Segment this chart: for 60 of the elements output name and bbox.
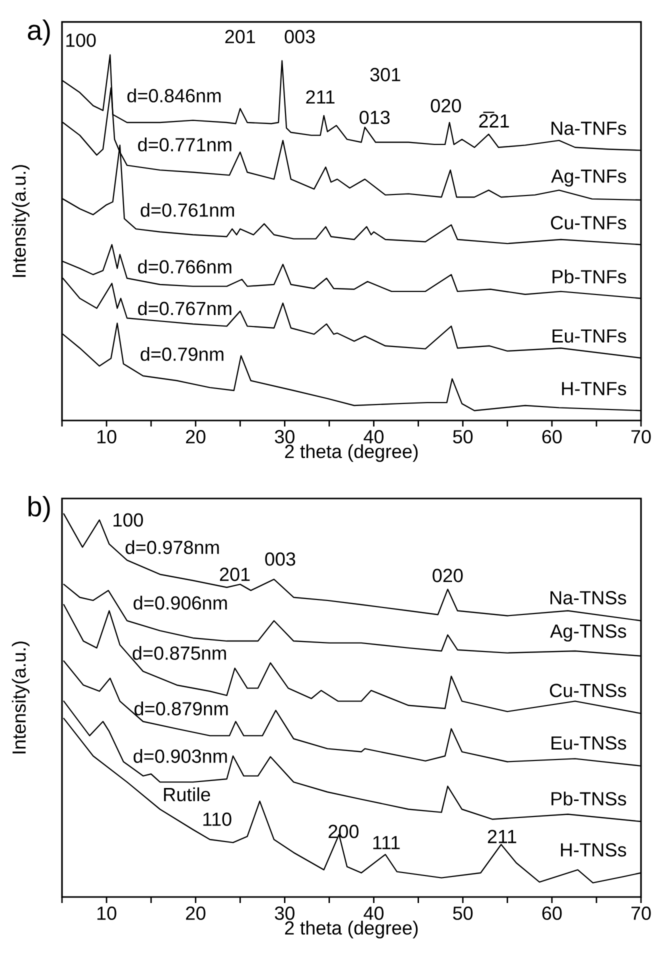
chart-title: b) (28, 496, 50, 522)
annotation: d=0.761nm (140, 202, 234, 217)
chart-title: a) (28, 20, 50, 46)
text: 100 (66, 34, 96, 47)
annotation: d=0.771nm (138, 138, 232, 152)
x-tick-label: 40 (364, 906, 384, 920)
annotation: d=0.79nm (140, 347, 224, 361)
annotation: d=0.978nm (126, 540, 219, 554)
annotation: d=0.875nm (132, 646, 226, 660)
annotation: 020 (432, 568, 463, 582)
x-tick-label: 70 (631, 430, 651, 444)
annotation: d=0.766nm (138, 260, 232, 274)
series-label: H-TNFs (562, 382, 626, 396)
x-tick-label: 30 (274, 430, 294, 444)
x-tick-label: 10 (97, 906, 116, 920)
series-label: Na-TNSs (550, 591, 626, 604)
annotation: 211 (306, 90, 334, 104)
annotation: Rutile (164, 787, 210, 802)
annotation: 003 (265, 552, 296, 566)
series-label: Pb-TNFs (552, 269, 626, 284)
x-tick-label: 70 (631, 906, 651, 920)
annotation: 110 (203, 812, 232, 826)
annotation: 301 (370, 68, 400, 82)
series-label: H-TNSs (561, 843, 626, 857)
x-tick-label: 30 (274, 906, 294, 920)
series-label: Ag-TNSs (550, 624, 626, 642)
annotation: 211 (488, 830, 516, 844)
annotation: 201 (220, 568, 250, 582)
series-label: Ag-TNFs (551, 170, 626, 187)
x-tick-label: 50 (453, 430, 473, 444)
text: 003 (284, 30, 315, 44)
x-tick-label: 10 (97, 430, 116, 444)
x-tick-label: 60 (542, 430, 562, 444)
annotation: 2̅21 (479, 112, 509, 128)
y-axis-title: Intensity(a.u.) (12, 165, 30, 277)
series-label: Pb-TNSs (552, 792, 626, 806)
annotation: 013 (360, 110, 390, 124)
x-tick-label: 20 (186, 906, 206, 920)
annotation: d=0.906nm (134, 596, 227, 610)
series-label: Eu-TNFs (552, 329, 626, 343)
series-label: Eu-TNSs (552, 736, 626, 750)
x-tick-label: 40 (364, 430, 384, 444)
annotation: d=0.879nm (134, 702, 228, 716)
annotation: 200 (328, 824, 359, 838)
x-tick-label: 60 (542, 906, 562, 920)
series-label: Cu-TNFs (550, 216, 626, 230)
series-label: Cu-TNSs (550, 684, 626, 698)
annotation: 100 (114, 513, 143, 527)
annotation: d=0.767nm (138, 301, 232, 316)
series-label: Na-TNFs (552, 122, 626, 135)
x-axis-title: 2 theta (degree) (285, 920, 418, 938)
annotation: 111 (373, 836, 400, 850)
x-axis-title: 2 theta (degree) (285, 444, 418, 462)
x-tick-label: 20 (186, 430, 206, 444)
x-tick-label: 50 (453, 906, 473, 920)
annotation: d=0.903nm (134, 749, 227, 763)
text: 201 (225, 30, 256, 44)
annotation: 020 (430, 99, 461, 112)
annotation: d=0.846nm (127, 88, 221, 102)
y-axis-title: Intensity(a.u.) (12, 642, 30, 754)
